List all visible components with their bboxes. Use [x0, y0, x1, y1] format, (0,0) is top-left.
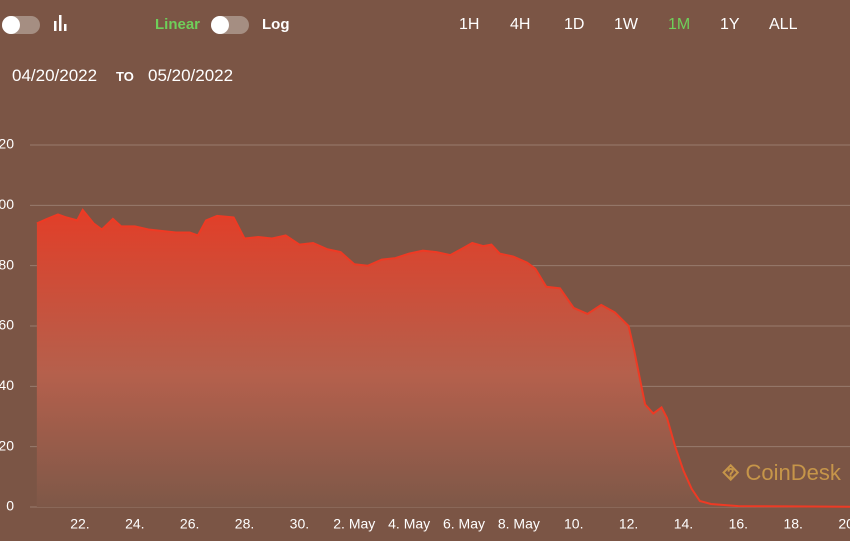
- x-tick-label: 24.: [125, 516, 144, 532]
- x-tick-label: 30.: [290, 516, 309, 532]
- linear-label[interactable]: Linear: [155, 16, 201, 33]
- to-word: TO: [116, 69, 134, 84]
- x-tick-label: 22.: [70, 516, 89, 532]
- toggle[interactable]: [2, 16, 40, 34]
- y-tick-label: 120: [0, 136, 14, 152]
- x-tick-label: 28.: [235, 516, 254, 532]
- watermark-text: CoinDesk: [745, 460, 841, 485]
- x-tick-label: 16.: [729, 516, 748, 532]
- range-button[interactable]: 4H: [510, 16, 531, 33]
- x-tick-label: 26.: [180, 516, 199, 532]
- y-tick-label: 40: [0, 377, 14, 393]
- scale-toggle[interactable]: [211, 16, 249, 34]
- range-button[interactable]: 1D: [564, 16, 585, 33]
- y-tick-label: 100: [0, 196, 14, 212]
- x-tick-label: 20.: [838, 516, 850, 532]
- range-button[interactable]: 1Y: [720, 16, 740, 33]
- bar-icon[interactable]: [54, 15, 67, 31]
- x-tick-label: 14.: [674, 516, 693, 532]
- y-tick-label: 20: [0, 437, 14, 453]
- x-tick-label: 10.: [564, 516, 583, 532]
- range-button[interactable]: 1H: [459, 16, 480, 33]
- toggle-knob: [211, 16, 229, 34]
- range-button[interactable]: ALL: [769, 16, 798, 33]
- y-tick-label: 0: [6, 498, 14, 514]
- y-tick-label: 60: [0, 317, 14, 333]
- toggle-knob: [2, 16, 20, 34]
- watermark: ⯑ CoinDesk: [722, 460, 841, 485]
- range-button[interactable]: 1M: [668, 16, 691, 33]
- log-label[interactable]: Log: [262, 16, 290, 33]
- x-tick-label: 8. May: [498, 516, 540, 532]
- y-tick-label: 80: [0, 256, 14, 272]
- to-date[interactable]: 05/20/2022: [148, 66, 234, 85]
- x-tick-label: 2. May: [333, 516, 375, 532]
- x-tick-label: 12.: [619, 516, 638, 532]
- area: [36, 209, 850, 507]
- range-button[interactable]: 1W: [614, 16, 638, 33]
- x-tick-label: 4. May: [388, 516, 430, 532]
- x-tick-label: 6. May: [443, 516, 485, 532]
- from-date[interactable]: 04/20/2022: [12, 66, 98, 85]
- x-tick-label: 18.: [783, 516, 802, 532]
- line: [36, 208, 850, 508]
